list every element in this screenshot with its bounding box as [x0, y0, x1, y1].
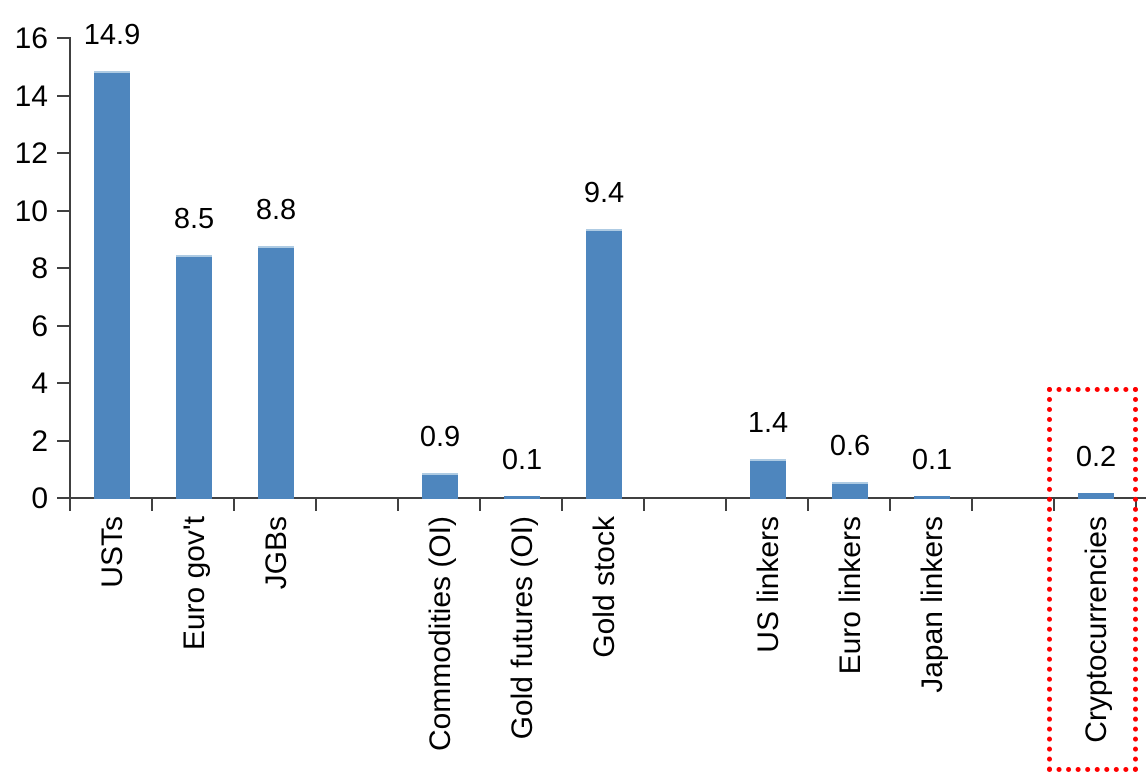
bar-value-label: 8.8 — [255, 194, 297, 226]
y-axis-label: 6 — [31, 309, 48, 343]
bar-gold-futures-oi — [504, 496, 540, 499]
x-tick — [561, 499, 563, 511]
x-tick — [397, 499, 399, 511]
y-tick — [57, 152, 71, 154]
x-tick — [725, 499, 727, 511]
y-axis-label: 12 — [14, 137, 48, 170]
bar-commodities-oi — [422, 473, 458, 499]
x-tick — [643, 499, 645, 511]
y-tick — [57, 94, 71, 97]
bar-value-label: 8.5 — [173, 203, 215, 235]
category-label-jgbs: JGBs — [260, 516, 293, 590]
y-tick — [57, 324, 71, 327]
bar-gold-stock — [586, 229, 622, 499]
category-label-gold-futures-oi: Gold futures (OI) — [506, 516, 539, 740]
y-tick — [57, 382, 71, 384]
y-axis-label: 4 — [31, 367, 48, 400]
category-label-us-linkers: US linkers — [752, 516, 785, 653]
bar-value-label: 9.4 — [583, 177, 625, 209]
category-label-usts: USTs — [96, 516, 129, 588]
y-tick — [57, 37, 71, 39]
category-label-commodities-oi: Commodities (OI) — [424, 516, 457, 752]
bar-value-label: 0.6 — [829, 430, 871, 462]
y-axis-line — [69, 39, 71, 511]
x-tick — [971, 499, 973, 511]
category-label-euro-gov-t: Euro gov't — [178, 516, 211, 651]
bar-euro-gov-t — [176, 255, 212, 499]
bar-us-linkers — [750, 459, 786, 499]
y-tick — [57, 497, 71, 499]
bar-euro-linkers — [832, 482, 868, 499]
bar-value-label: 14.9 — [83, 19, 141, 51]
category-label-euro-linkers: Euro linkers — [834, 516, 867, 675]
y-axis-label: 8 — [31, 252, 48, 285]
y-axis-label: 16 — [14, 22, 48, 55]
bar-value-label: 0.9 — [419, 421, 461, 453]
bar-value-label: 0.1 — [501, 444, 543, 476]
y-axis-label: 2 — [31, 424, 48, 458]
x-tick — [479, 499, 481, 511]
x-tick — [69, 499, 71, 511]
bar-cryptocurrencies — [1078, 493, 1114, 499]
x-tick — [1053, 499, 1055, 511]
y-axis-label: 10 — [14, 194, 48, 228]
x-tick — [233, 499, 235, 511]
bar-usts — [94, 71, 130, 499]
x-tick — [889, 499, 891, 511]
y-axis-label: 14 — [14, 79, 48, 113]
y-tick — [57, 267, 71, 269]
bar-value-label: 0.2 — [1075, 441, 1117, 473]
bar-value-label: 0.1 — [911, 444, 953, 476]
x-tick — [151, 499, 153, 511]
bar-japan-linkers — [914, 496, 950, 499]
x-tick — [315, 499, 317, 511]
category-label-gold-stock: Gold stock — [588, 516, 621, 658]
y-tick — [57, 439, 71, 442]
category-label-japan-linkers: Japan linkers — [916, 516, 949, 693]
y-axis-label: 0 — [31, 482, 48, 515]
highlight-box — [1047, 387, 1138, 772]
bar-value-label: 1.4 — [747, 407, 789, 439]
bar-jgbs — [258, 246, 294, 499]
x-tick — [807, 499, 809, 511]
y-tick — [57, 209, 71, 212]
